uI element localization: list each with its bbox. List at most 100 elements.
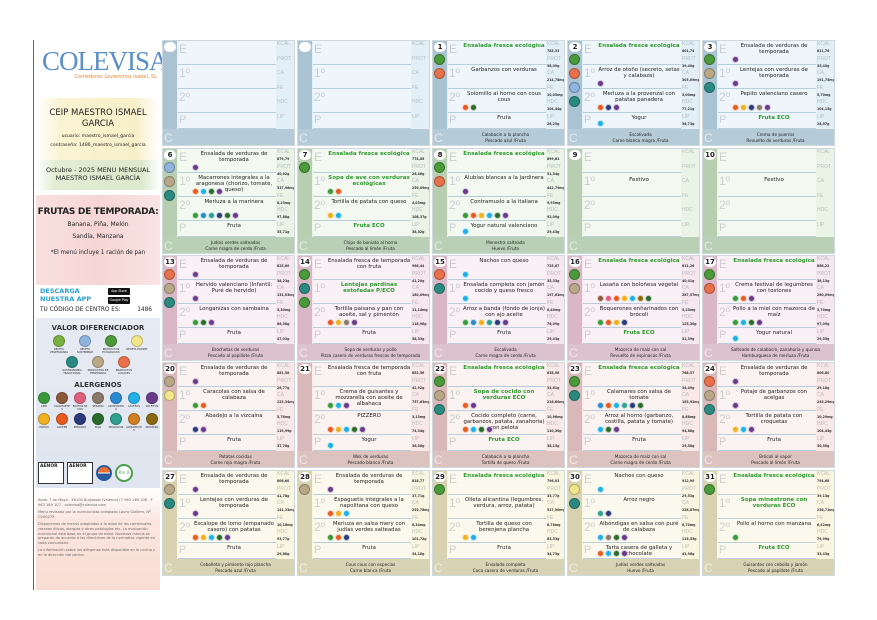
day-cell-23[interactable]: 23 E Ensalada fresca ecológica 1º Calamares … [567,362,700,468]
nutrition-label: FE [547,299,554,306]
day-cell-9[interactable]: 9 E 1º 2º P Festivo KCAL PROT CA FE HDC LIP C [567,148,700,254]
dish-name: Ensalada fresca ecológica [598,43,680,49]
nutrition-value: 51,34g [547,171,560,176]
day-cell-24[interactable]: 24 E Ensalada de verduras de temporada 1º Po… [702,362,835,468]
allergen-gluten-icon [327,319,334,326]
day-cell-6[interactable]: 6 E Ensalada de verduras de temporada 1º Mac… [162,148,295,254]
day-cell-10[interactable]: 10 E 1º 2º P Festivo KCAL PROT CA FE HDC LIP C [702,148,835,254]
allergen-lacteos-icon [470,426,477,433]
meal-second: 2º Escalope de lomo (empanado casero) con… [178,519,276,543]
dish-name: Tortilla de queso con berenjena plancha [476,521,532,533]
allergen-icons [327,402,350,409]
nutrition-label: KCAL [817,256,831,262]
dinner-line: Judías verdes salteadas [210,240,261,245]
nutrition-value [277,120,294,129]
meal-e: E Ensalada fresca ecológica [448,149,546,173]
fruits-line: Sandía, Manzana [72,233,124,240]
nutrition-label: PROT [412,270,426,277]
nutrition-value [817,199,834,208]
meal-letter: P [584,436,592,448]
meal-letter: E [314,364,323,378]
meal-first: 1º Lasaña con boloñesa vegetal [583,280,681,304]
aenor-cert: AENOR [67,462,93,484]
nutrition-column: KCAL 785,33 PROT 38,09g CA 214,78mg FE 10,05mg H… [547,41,564,129]
day-cell-30[interactable]: 30 E Nachos con queso 1º Arroz negro 2º Albónd… [567,470,700,576]
nutrition-label: KCAL [547,256,561,262]
meal-p: P Fruta [178,543,276,559]
allergen-lacteos-icon [462,295,469,302]
tradicional-icon [434,404,445,415]
allergen-sulfitos-icon [748,426,755,433]
meal-letter: 1º [449,174,461,188]
nutrition-value: 10,96mg [547,414,563,419]
dish-name: Ensalada de verduras de temporada [740,365,808,377]
meal-letter: 2º [584,90,596,104]
dish-name: Pepito valenciano casero [740,91,808,97]
day-cell-27[interactable]: 27 E Ensalada de verduras de temporada 1º Le… [162,470,295,576]
dish-name: Ensalada fresca ecológica [463,43,545,49]
allergen-icons [327,534,350,541]
google-play-badge[interactable]: Google Play [108,297,130,304]
meal-letter: P [314,544,322,556]
meal-letter: P [584,222,592,234]
meal-letter: C [299,453,308,467]
nutrition-value: 38,09g [547,63,560,68]
local-icon [434,176,445,187]
allergen-apio-icon [462,212,469,219]
day-cell-15[interactable]: 15 E Nachos con queso 1º Ensalada completa c… [432,255,565,361]
allergen-icons [462,271,469,278]
meal-p: P Fruta [583,435,681,451]
day-cell-13[interactable]: 13 E Ensalada de verduras de temporada 1º He… [162,255,295,361]
day-cell-8[interactable]: 8 E Ensalada fresca ecológica 1º Alubias bla… [432,148,565,254]
allergen-legend-item: ALTRAMUCES [126,413,142,432]
day-number: 10 [704,150,716,160]
allergen-huevo-icon [732,426,739,433]
day-cell-20[interactable]: 20 E Ensalada de verduras de temporada 1º Ca… [162,362,295,468]
value-icons [299,269,311,308]
day-cell-16[interactable]: 16 E Ensalada fresca ecológica 1º Lasaña con… [567,255,700,361]
nutrition-label: FE [547,514,554,521]
nutrition-label: PROT [682,270,696,277]
nutrition-label: LIP [277,543,285,550]
day-cell-7[interactable]: 7 E Ensalada fresca ecológica 1º Sopa de ave… [297,148,430,254]
eco-icon [569,269,580,280]
dinner-line: Salteado de calabacín, zanahoria y quino… [731,347,820,352]
nutrition-value [277,91,294,100]
nutrition-label: KCAL [682,471,696,477]
day-cell-3[interactable]: 3 E Ensalada de verduras de temporada 1º Len… [702,40,835,146]
valor-legend-item: GASTRONOMÍA TRADICIONAL [60,356,84,375]
nutrition-value: 85,33g [547,537,560,542]
meal-letter: C [704,239,713,253]
day-cell-14[interactable]: 14 E Ensalada fresca de temporada con frut… [297,255,430,361]
value-icons [569,376,581,401]
day-cell-28[interactable]: 28 E Ensalada de verduras de temporada 1º Es… [297,470,430,576]
meal-letter: 2º [179,198,191,212]
day-cell-29[interactable]: 29 E Ensalada fresca ecológica 1º Olleta ali… [432,470,565,576]
day-cell-1[interactable]: 1 E Ensalada fresca ecológica 1º Garbanzos c… [432,40,565,146]
meal-second: 2º [313,89,411,113]
day-cell-22[interactable]: 22 E Ensalada fresca ecológica 1º Sopa de co… [432,362,565,468]
nutrition-label: HDC [547,314,558,321]
nutrition-value: 41,98g [682,551,695,556]
nutrition-label: FE [682,406,689,413]
allergen-sulfitos-icon [208,319,215,326]
meal-letter: E [179,257,188,271]
day-cell-21[interactable]: 21 E Ensalada fresca de temporada con frut… [297,362,430,468]
nutrition-label: HDC [412,421,423,428]
nutrition-value [817,155,834,164]
app-store-badge[interactable]: App Store [108,288,130,295]
nutrition-column: KCAL 774,85 PROT 26,46g CA 259,09mg FE 4,03mg HD… [412,149,429,237]
meal-letter: E [719,364,728,378]
allergen-huevo-icon [335,319,342,326]
dish-name: Fruta ECO [353,223,385,229]
nutrition-value: 29,18g [817,385,830,390]
allergen-sesamo-icon [92,392,104,404]
day-cell-17[interactable]: 17 E Ensalada fresca ecológica 1º Crema fest… [702,255,835,361]
allergen-sulfitos-icon [192,164,199,171]
day-cell-2[interactable]: 2 E Ensalada fresca ecológica 1º Arroz de ot… [567,40,700,146]
meal-letter: 1º [584,388,596,402]
nutrition-value [682,155,699,164]
meal-letter: E [449,364,458,378]
day-cell-31[interactable]: 31 E Ensalada fresca ecológica 1º Sopa mines… [702,470,835,576]
allergen-mostaza-icon [146,413,158,425]
